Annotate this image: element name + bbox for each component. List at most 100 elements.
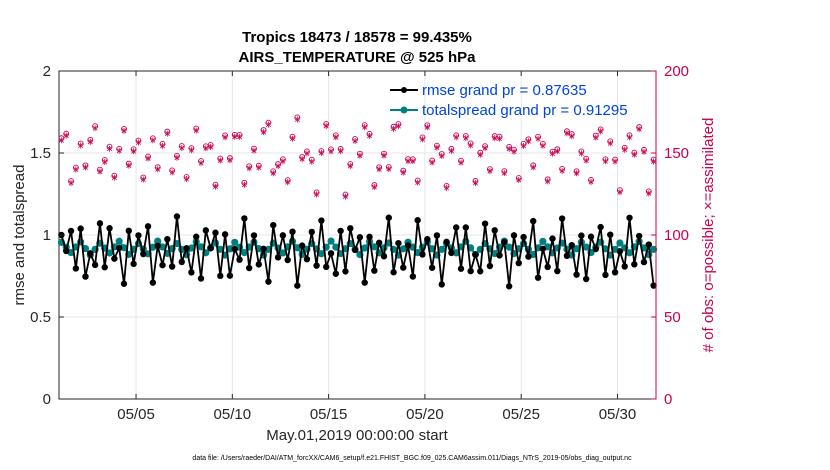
obs-assimilated-marker xyxy=(415,179,421,186)
rmse-marker xyxy=(308,228,315,236)
obs-assimilated-marker xyxy=(107,145,113,152)
obs-assimilated-marker xyxy=(371,184,377,191)
rmse-marker xyxy=(631,261,638,268)
obs-assimilated-marker xyxy=(357,152,363,159)
rmse-marker xyxy=(578,232,585,239)
obs-assimilated-marker xyxy=(521,142,527,149)
totalspread-marker xyxy=(105,249,114,257)
obs-assimilated-marker xyxy=(477,151,483,158)
obs-assimilated-marker xyxy=(150,137,156,144)
rmse-marker xyxy=(115,244,123,252)
rmse-marker xyxy=(650,282,657,289)
obs-assimilated-marker xyxy=(400,169,406,176)
obs-assimilated-marker xyxy=(463,135,469,142)
obs-assimilated-marker xyxy=(68,180,74,187)
totalspread-marker xyxy=(120,244,128,252)
rmse-marker xyxy=(462,224,470,231)
obs-assimilated-marker xyxy=(246,165,252,172)
obs-assimilated-marker xyxy=(304,150,310,157)
rmse-marker xyxy=(188,269,195,276)
rmse-marker xyxy=(226,272,234,279)
rmse-line xyxy=(60,216,655,287)
rmse-marker xyxy=(351,246,359,254)
obs-assimilated-marker xyxy=(169,169,175,176)
rmse-marker xyxy=(582,275,590,283)
rmse-marker xyxy=(313,262,320,269)
obs-assimilated-marker xyxy=(420,136,425,143)
obs-assimilated-marker xyxy=(593,134,599,141)
rmse-marker xyxy=(236,256,243,263)
obs-assimilated-marker xyxy=(530,164,536,171)
y-right-tick-label: 150 xyxy=(664,145,689,162)
obs-assimilated-marker xyxy=(511,148,517,155)
x-tick-label: 05/15 xyxy=(310,406,348,423)
rmse-marker xyxy=(140,250,147,258)
rmse-marker xyxy=(491,227,498,234)
totalspread-marker xyxy=(332,243,340,251)
obs-assimilated-marker xyxy=(290,135,295,142)
totalspread-marker xyxy=(226,245,234,253)
obs-assimilated-marker xyxy=(622,146,628,153)
obs-assimilated-marker xyxy=(559,167,565,174)
footnote: data file: /Users/raeder/DAI/ATM_forcXX/… xyxy=(192,455,632,462)
rmse-marker xyxy=(626,214,633,221)
y-right-axis-label: # of obs: o=possible; ×=assimilated xyxy=(700,118,717,353)
obs-assimilated-marker xyxy=(381,152,387,159)
obs-assimilated-marker xyxy=(58,137,64,144)
rmse-marker xyxy=(481,220,489,227)
obs-assimilated-marker xyxy=(636,126,642,133)
obs-assimilated-marker xyxy=(299,155,305,162)
obs-assimilated-marker xyxy=(651,158,657,165)
rmse-marker xyxy=(265,278,272,285)
rmse-marker xyxy=(96,220,104,227)
totalspread-marker xyxy=(187,244,195,252)
legend-rmse-label: rmse grand pr = 0.87635 xyxy=(422,82,587,99)
obs-assimilated-marker xyxy=(261,129,267,136)
obs-assimilated-marker xyxy=(434,144,440,151)
obs-assimilated-marker xyxy=(410,158,416,165)
obs-assimilated-marker xyxy=(641,148,647,155)
rmse-marker xyxy=(183,245,190,252)
y-right-tick-label: 200 xyxy=(664,63,689,80)
obs-assimilated-marker xyxy=(617,189,623,196)
obs-assimilated-marker xyxy=(188,147,194,154)
rmse-marker xyxy=(525,253,532,260)
y-tick-label: 2 xyxy=(43,63,51,80)
rmse-marker xyxy=(260,245,267,253)
obs-assimilated-marker xyxy=(217,157,223,164)
rmse-marker xyxy=(168,263,176,270)
obs-assimilated-marker xyxy=(135,139,141,146)
rmse-marker xyxy=(221,231,229,238)
obs-assimilated-marker xyxy=(102,159,108,166)
rmse-marker xyxy=(438,281,445,288)
obs-assimilated-marker xyxy=(203,145,209,152)
rmse-marker xyxy=(149,279,157,286)
obs-assimilated-marker xyxy=(535,135,541,142)
rmse-marker xyxy=(563,252,571,260)
obs-assimilated-marker xyxy=(472,179,478,186)
obs-assimilated-marker xyxy=(550,150,555,157)
rmse-marker xyxy=(428,264,436,271)
y-right-tick-label: 0 xyxy=(664,391,672,408)
x-axis-label: May.01,2019 00:00:00 start xyxy=(266,427,448,444)
rmse-marker xyxy=(144,223,152,230)
totalspread-marker xyxy=(154,237,162,245)
y-tick-label: 0.5 xyxy=(30,309,51,326)
obs-assimilated-marker xyxy=(578,150,584,157)
obs-assimilated-marker xyxy=(487,168,493,175)
obs-assimilated-marker xyxy=(160,142,165,149)
rmse-marker xyxy=(178,258,185,266)
rmse-marker xyxy=(457,265,465,272)
rmse-marker xyxy=(597,223,604,231)
obs-assimilated-marker xyxy=(87,138,93,145)
obs-assimilated-marker xyxy=(338,147,344,154)
rmse-marker xyxy=(404,242,412,249)
rmse-marker xyxy=(130,260,137,268)
obs-count-series xyxy=(58,114,657,200)
rmse-marker xyxy=(120,280,128,287)
obs-assimilated-marker xyxy=(97,168,103,175)
rmse-marker xyxy=(433,232,441,239)
rmse-marker xyxy=(202,227,210,234)
obs-assimilated-marker xyxy=(251,147,257,154)
rmse-marker xyxy=(414,217,421,224)
